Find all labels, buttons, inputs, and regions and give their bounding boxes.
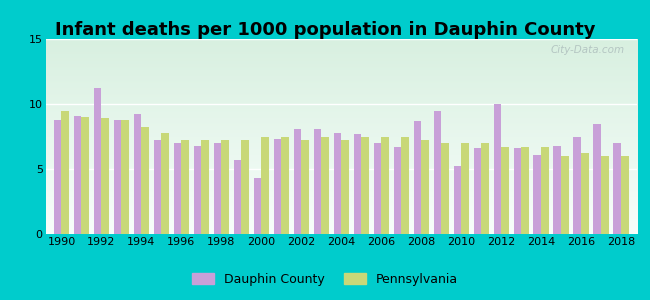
Bar (461, 143, 469, 234)
Bar (601, 156, 608, 234)
Text: Infant deaths per 1000 population in Dauphin County: Infant deaths per 1000 population in Dau… (55, 21, 595, 39)
Bar (154, 140, 161, 234)
Bar (401, 136, 409, 234)
Bar (441, 143, 448, 234)
Bar (614, 143, 621, 234)
Text: City-Data.com: City-Data.com (551, 45, 625, 55)
Bar (333, 133, 341, 234)
Bar (421, 140, 429, 234)
Bar (474, 148, 481, 234)
Bar (534, 155, 541, 234)
Bar (274, 139, 281, 234)
Bar (553, 146, 561, 234)
Bar (514, 148, 521, 234)
Bar (74, 116, 81, 234)
Bar (181, 140, 189, 234)
Bar (202, 140, 209, 234)
Bar (62, 110, 69, 234)
Bar (521, 147, 528, 234)
Bar (581, 153, 589, 234)
Bar (174, 143, 181, 234)
Bar (161, 133, 169, 234)
Bar (413, 121, 421, 234)
Bar (493, 104, 501, 234)
Bar (374, 143, 381, 234)
Bar (122, 120, 129, 234)
Bar (294, 129, 302, 234)
Bar (81, 117, 89, 234)
Bar (394, 147, 401, 234)
Bar (361, 136, 369, 234)
Bar (593, 124, 601, 234)
Bar (254, 178, 261, 234)
Bar (434, 110, 441, 234)
Bar (321, 136, 329, 234)
Bar (54, 120, 62, 234)
Bar (94, 88, 101, 234)
Legend: Dauphin County, Pennsylvania: Dauphin County, Pennsylvania (187, 268, 463, 291)
Bar (142, 128, 149, 234)
Bar (134, 114, 142, 234)
Bar (194, 146, 202, 234)
Bar (341, 140, 349, 234)
Bar (241, 140, 249, 234)
Bar (354, 134, 361, 234)
Bar (541, 147, 549, 234)
Bar (573, 136, 581, 234)
Bar (501, 147, 509, 234)
Bar (454, 167, 461, 234)
Bar (302, 140, 309, 234)
Bar (381, 136, 389, 234)
Bar (481, 143, 489, 234)
Bar (261, 136, 269, 234)
Bar (621, 156, 629, 234)
Bar (234, 160, 241, 234)
Bar (101, 118, 109, 234)
Bar (114, 120, 122, 234)
Bar (214, 143, 222, 234)
Bar (314, 129, 321, 234)
Bar (561, 156, 569, 234)
Bar (281, 136, 289, 234)
Bar (222, 140, 229, 234)
